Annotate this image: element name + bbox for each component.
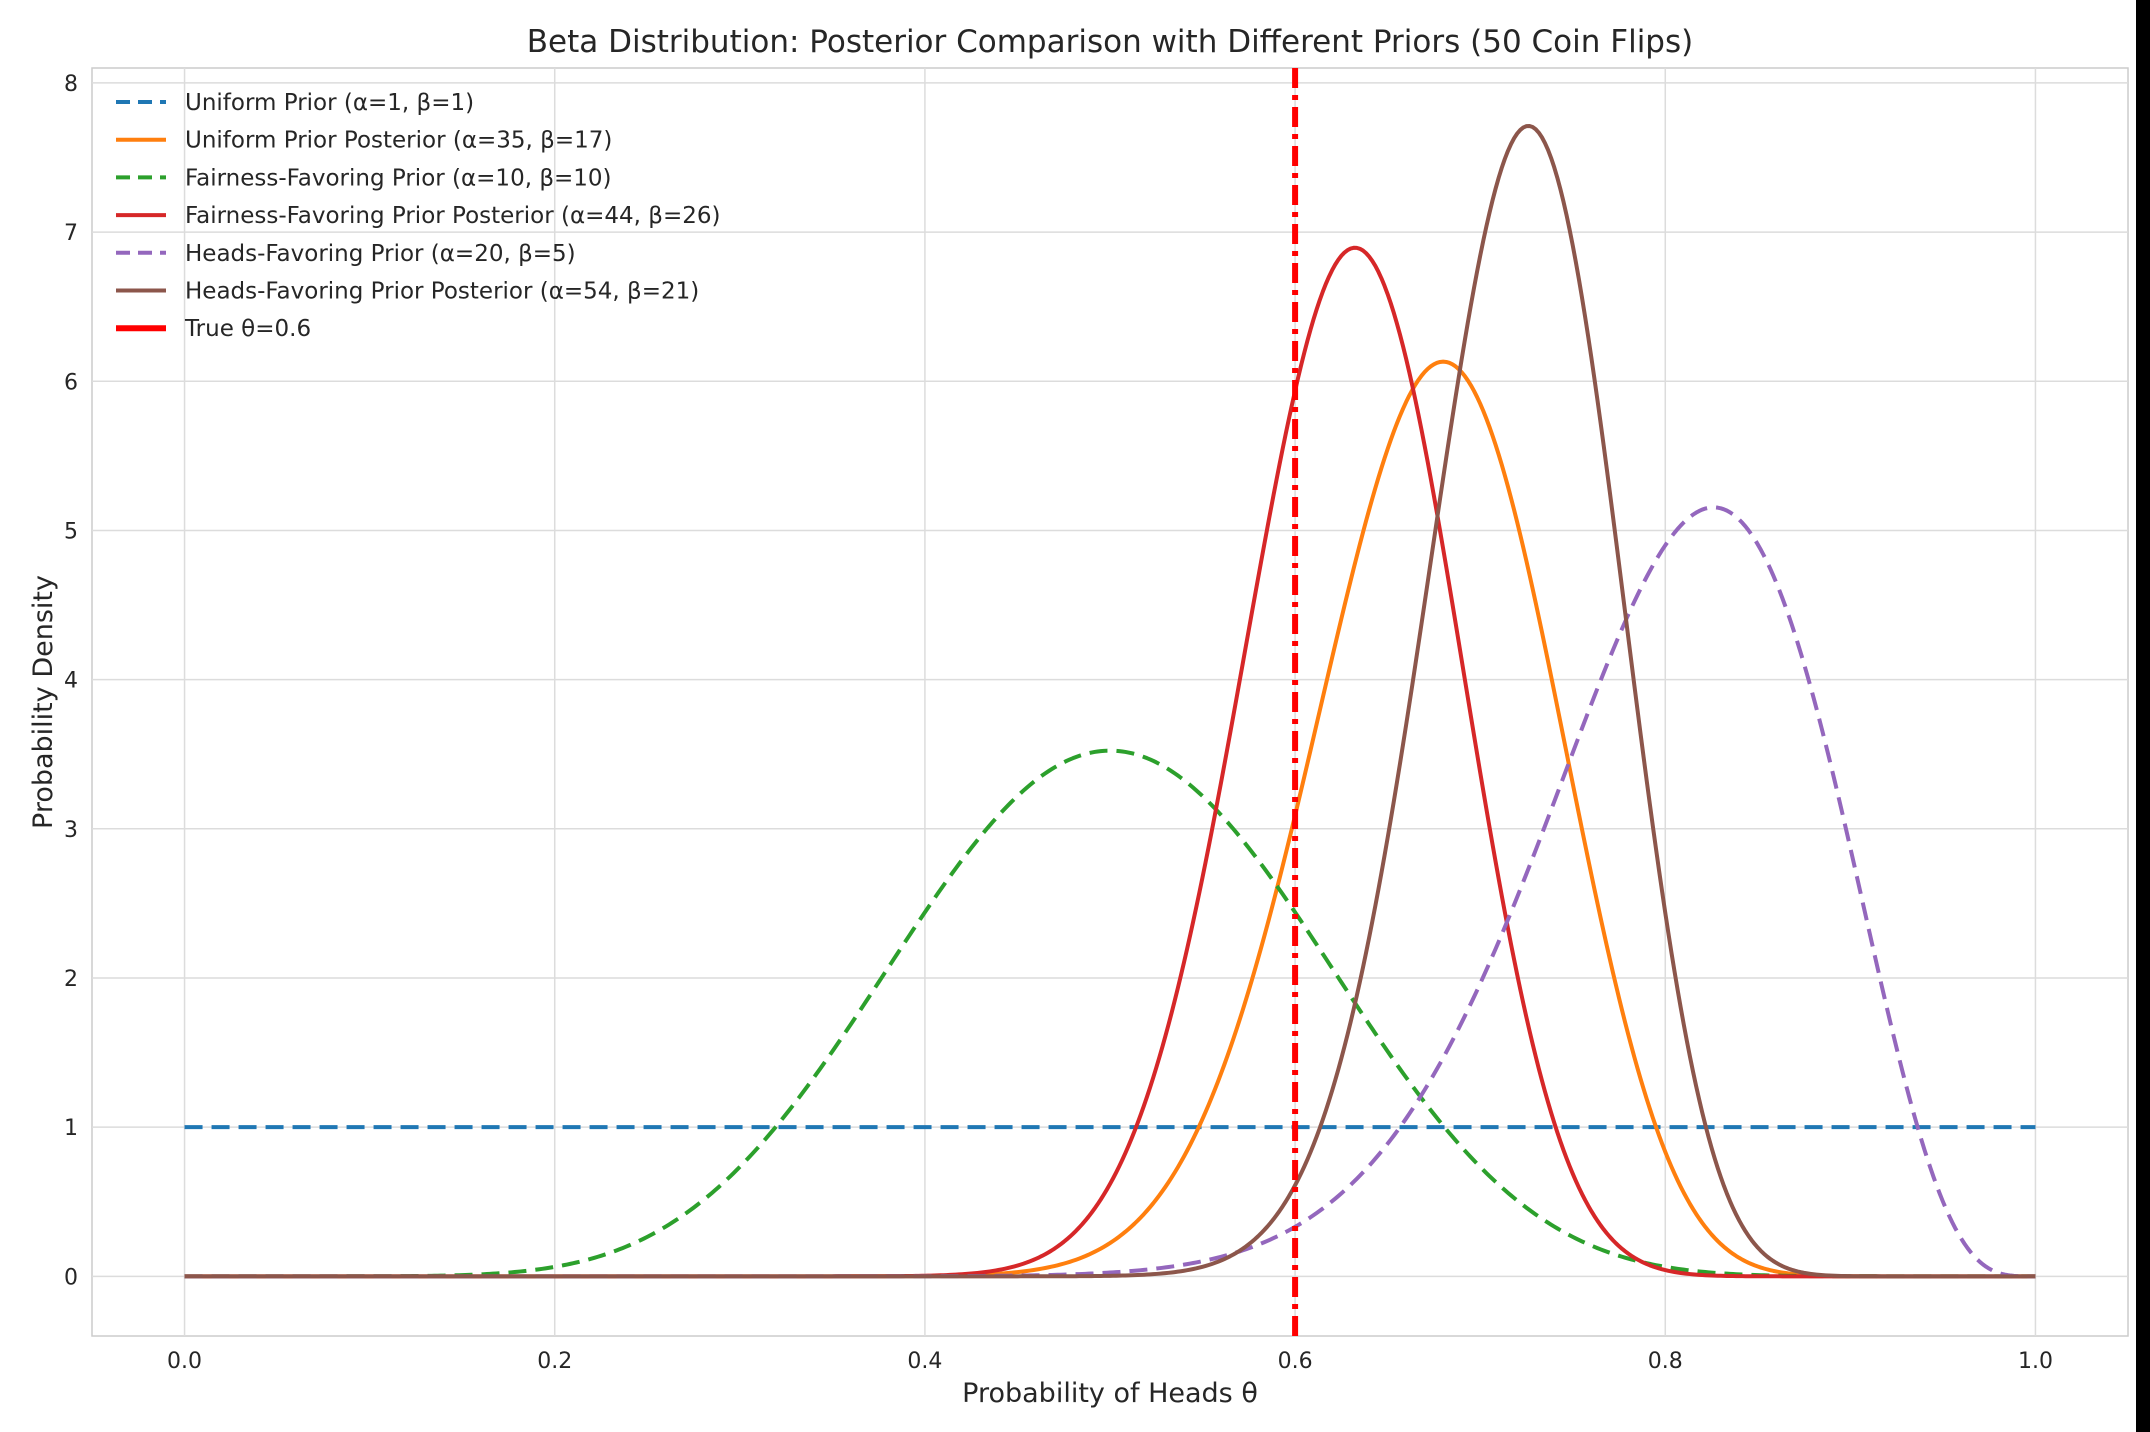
y-axis-label: Probability Density [28,575,59,829]
x-tick-label: 0.2 [537,1349,572,1374]
legend-entry: Fairness-Favoring Prior (α=10, β=10) [185,165,612,191]
y-tick-label: 4 [64,669,78,694]
legend-entry: Fairness-Favoring Prior Posterior (α=44,… [185,203,720,229]
chart-title: Beta Distribution: Posterior Comparison … [527,24,1693,60]
x-tick-label: 0.0 [167,1349,202,1374]
y-tick-label: 6 [64,370,78,395]
x-tick-label: 0.4 [907,1349,942,1374]
legend: Uniform Prior (α=1, β=1) Uniform Prior Po… [116,90,720,342]
plot-area [91,67,2129,1337]
x-axis-ticks: 0.0 0.2 0.4 0.6 0.8 1.0 [167,1349,2053,1374]
y-tick-label: 2 [64,967,78,992]
y-tick-label: 5 [64,519,78,544]
y-tick-label: 0 [64,1265,78,1290]
series-line [184,748,2036,1279]
series-lines [184,68,2036,1336]
y-tick-label: 3 [64,818,78,843]
series-line [184,124,2036,1279]
y-tick-label: 7 [64,221,78,246]
x-tick-label: 0.8 [1648,1349,1683,1374]
y-tick-label: 1 [64,1116,78,1141]
legend-entry: Uniform Prior (α=1, β=1) [185,90,474,116]
x-tick-label: 0.6 [1278,1349,1313,1374]
legend-entry: Heads-Favoring Prior Posterior (α=54, β=… [185,279,699,305]
legend-entry: Heads-Favoring Prior (α=20, β=5) [185,241,576,267]
x-axis-label: Probability of Heads θ [962,1378,1258,1409]
y-tick-label: 8 [64,72,78,97]
y-axis-ticks: 0 1 2 3 4 5 6 7 8 [64,72,78,1290]
x-tick-label: 1.0 [2018,1349,2053,1374]
legend-entry: Uniform Prior Posterior (α=35, β=17) [185,128,612,154]
legend-entry: True θ=0.6 [184,316,311,342]
